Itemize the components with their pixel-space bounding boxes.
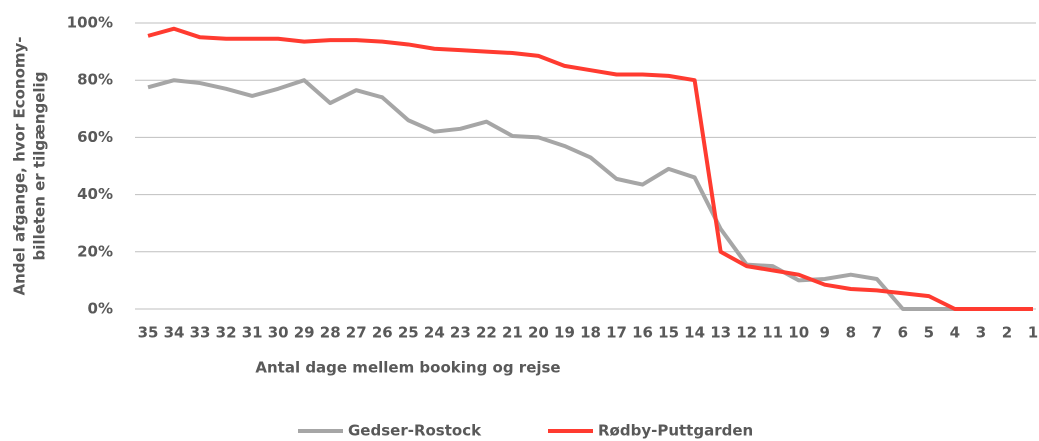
x-tick-label: 6	[898, 324, 908, 342]
x-tick-label: 17	[606, 324, 627, 342]
x-tick-label: 33	[190, 324, 211, 342]
x-axis-label: Antal dage mellem booking og rejse	[255, 359, 560, 377]
x-tick-label: 31	[242, 324, 263, 342]
x-tick-label: 23	[450, 324, 471, 342]
x-tick-label: 14	[684, 324, 705, 342]
series-line	[147, 78, 1033, 311]
x-tick-label: 9	[820, 324, 830, 342]
x-tick-label: 13	[710, 324, 731, 342]
x-tick-label: 24	[424, 324, 445, 342]
y-tick-label: 0%	[88, 300, 113, 318]
y-axis-label: billeten er tilgængelig	[31, 72, 49, 261]
x-tick-label: 32	[216, 324, 237, 342]
x-tick-label: 26	[372, 324, 393, 342]
x-tick-label: 15	[658, 324, 679, 342]
x-tick-label: 7	[872, 324, 882, 342]
x-tick-label: 12	[736, 324, 757, 342]
y-tick-label: 60%	[77, 128, 113, 146]
y-axis-label: Andel afgange, hvor Economy-	[11, 36, 29, 295]
x-tick-label: 35	[138, 324, 159, 342]
legend-label: Gedser-Rostock	[348, 422, 482, 440]
y-tick-label: 20%	[77, 242, 113, 260]
x-tick-label: 16	[632, 324, 653, 342]
x-tick-label: 1	[1028, 324, 1038, 342]
x-tick-label: 4	[950, 324, 960, 342]
x-tick-label: 11	[762, 324, 783, 342]
series-line	[147, 26, 1033, 311]
x-tick-label: 20	[528, 324, 549, 342]
x-tick-label: 18	[580, 324, 601, 342]
legend-label: Rødby-Puttgarden	[598, 422, 753, 440]
x-tick-label: 10	[788, 324, 809, 342]
x-tick-label: 30	[268, 324, 289, 342]
x-tick-label: 22	[476, 324, 497, 342]
x-tick-label: 19	[554, 324, 575, 342]
x-tick-label: 5	[924, 324, 934, 342]
x-tick-label: 21	[502, 324, 523, 342]
x-tick-label: 8	[846, 324, 856, 342]
x-tick-label: 3	[976, 324, 986, 342]
x-tick-label: 2	[1002, 324, 1012, 342]
x-tick-label: 34	[164, 324, 185, 342]
x-tick-label: 29	[294, 324, 315, 342]
x-tick-label: 25	[398, 324, 419, 342]
x-tick-label: 27	[346, 324, 367, 342]
y-tick-label: 80%	[77, 71, 113, 89]
y-tick-label: 100%	[67, 14, 113, 32]
y-tick-label: 40%	[77, 185, 113, 203]
x-tick-label: 28	[320, 324, 341, 342]
